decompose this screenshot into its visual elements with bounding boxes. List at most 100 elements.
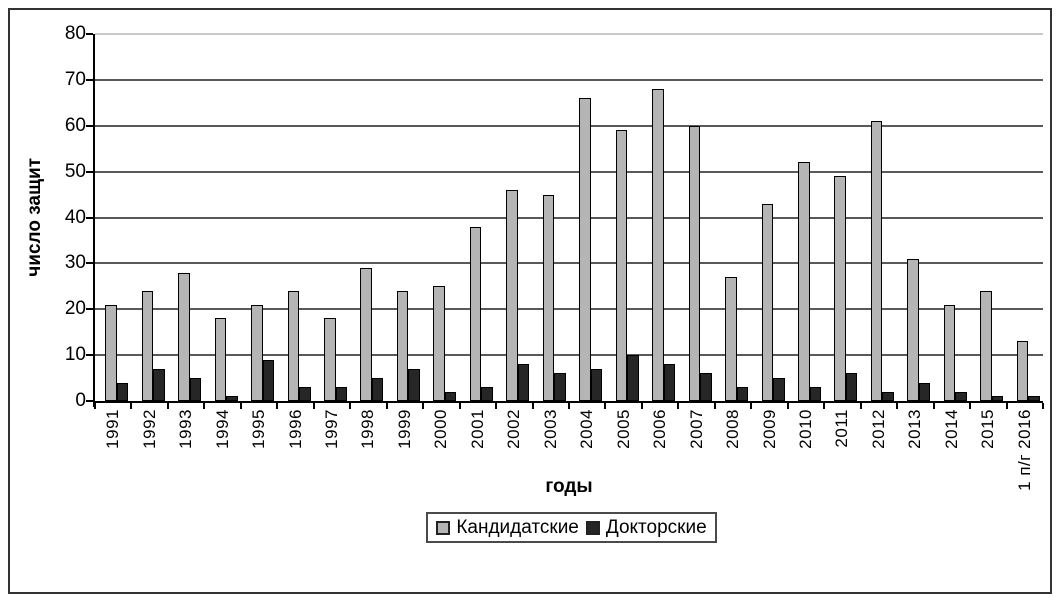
- y-tick-label: 70: [64, 68, 86, 90]
- y-tick-label: 0: [75, 390, 86, 411]
- y-tick-label: 40: [64, 206, 86, 228]
- bar-kandidatskie: [251, 305, 263, 401]
- y-tick-label: 50: [64, 160, 86, 182]
- bar-kandidatskie: [214, 318, 227, 401]
- bar-kandidatskie: [469, 227, 482, 401]
- bar-kandidatskie: [725, 277, 737, 401]
- bar-kandidatskie: [980, 291, 992, 401]
- x-axis-tick: [823, 403, 826, 409]
- gridline: [95, 124, 1043, 127]
- y-tick-label: 20: [64, 298, 86, 320]
- x-axis-tick: [932, 403, 935, 409]
- y-axis-tick: [86, 124, 93, 127]
- y-axis-tick: [86, 216, 93, 219]
- x-tick-label-text: 2001: [467, 409, 487, 449]
- bar-doktorskie: [153, 369, 165, 401]
- x-axis-tick: [94, 403, 96, 409]
- bar-doktorskie: [809, 387, 821, 401]
- y-axis-tick: [86, 170, 93, 173]
- bar-kandidatskie: [615, 130, 628, 401]
- gridline: [95, 262, 1043, 265]
- x-axis-tick: [422, 403, 425, 409]
- bar-doktorskie: [444, 392, 457, 401]
- x-axis-tick: [312, 403, 315, 409]
- bar-kandidatskie: [907, 259, 919, 401]
- gridline: [95, 33, 1043, 35]
- x-axis-tick: [531, 403, 534, 409]
- legend-item: Кандидатские: [436, 517, 579, 539]
- bar-doktorskie: [1028, 396, 1040, 401]
- bar-doktorskie: [590, 369, 603, 401]
- legend: Кандидатские Докторские: [426, 512, 717, 543]
- x-tick-label-text: 2005: [613, 409, 633, 449]
- y-axis-tick: [86, 33, 93, 35]
- x-tick-label-text: 1999: [394, 409, 414, 449]
- y-tick-label: 60: [64, 114, 86, 136]
- bar-kandidatskie: [579, 98, 591, 401]
- legend-label: Кандидатские: [456, 516, 579, 538]
- x-axis-tick: [203, 403, 206, 409]
- x-tick-label-text: 1998: [358, 409, 378, 449]
- x-axis-tick: [166, 403, 169, 409]
- bar-doktorskie: [736, 387, 749, 401]
- bar-doktorskie: [335, 387, 347, 401]
- bar-kandidatskie: [178, 273, 190, 401]
- y-tick-label: 80: [64, 23, 86, 44]
- bar-kandidatskie: [943, 305, 956, 401]
- x-axis-tick: [677, 403, 680, 409]
- x-axis-tick: [568, 403, 570, 409]
- bar-kandidatskie: [433, 286, 445, 401]
- x-axis-tick: [458, 403, 461, 409]
- bar-doktorskie: [845, 373, 858, 401]
- x-axis-tick: [896, 403, 899, 409]
- x-axis-tick: [786, 403, 789, 409]
- gridline: [95, 354, 1043, 357]
- bar-doktorskie: [517, 364, 530, 401]
- x-tick-label-text: 2010: [795, 409, 815, 449]
- bar-kandidatskie: [761, 204, 774, 401]
- x-tick-label-text: 1991: [103, 409, 123, 449]
- x-tick-label-text: 1995: [249, 409, 269, 449]
- bar-doktorskie: [991, 396, 1004, 401]
- x-tick-label-text: 2008: [723, 409, 743, 449]
- x-axis-title: годы: [545, 476, 593, 497]
- legend-label: Докторские: [605, 516, 707, 538]
- bar-kandidatskie: [287, 291, 300, 401]
- bar-kandidatskie: [652, 89, 664, 401]
- x-tick-label-text: 1996: [285, 409, 305, 449]
- y-axis-tick: [86, 354, 93, 357]
- x-tick-label-text: 2003: [540, 409, 560, 449]
- x-axis-tick: [1042, 403, 1044, 409]
- bar-kandidatskie: [834, 176, 846, 401]
- bar-kandidatskie: [1016, 341, 1029, 401]
- x-axis-tick: [1005, 403, 1008, 409]
- y-axis-tick: [86, 78, 93, 81]
- gridline: [95, 78, 1043, 81]
- bar-kandidatskie: [870, 121, 883, 401]
- x-axis-tick: [969, 403, 972, 409]
- bar-kandidatskie: [798, 162, 810, 401]
- bar-doktorskie: [299, 387, 311, 401]
- y-axis-tick: [86, 262, 93, 265]
- bar-doktorskie: [116, 383, 129, 401]
- bar-doktorskie: [700, 373, 712, 401]
- x-axis-line: [93, 401, 1043, 403]
- x-axis-tick: [239, 403, 242, 409]
- y-axis-tick: [86, 308, 93, 311]
- x-axis-tick: [349, 403, 352, 409]
- x-tick-label-text: 2002: [504, 409, 524, 449]
- bar-kandidatskie: [396, 291, 409, 401]
- figure-border: [8, 8, 1052, 594]
- x-tick-label-text: 1997: [321, 409, 341, 449]
- y-tick-label: 30: [64, 252, 86, 274]
- x-tick-label-text: 2006: [650, 409, 670, 449]
- x-tick-label-text: 2009: [759, 409, 779, 449]
- bar-doktorskie: [773, 378, 785, 401]
- legend-swatch-icon: [585, 520, 600, 535]
- y-axis-line: [93, 34, 95, 407]
- gridline: [95, 170, 1043, 173]
- x-tick-label-text: 2011: [832, 409, 852, 448]
- bar-doktorskie: [882, 392, 894, 401]
- y-tick-label: 10: [64, 344, 86, 366]
